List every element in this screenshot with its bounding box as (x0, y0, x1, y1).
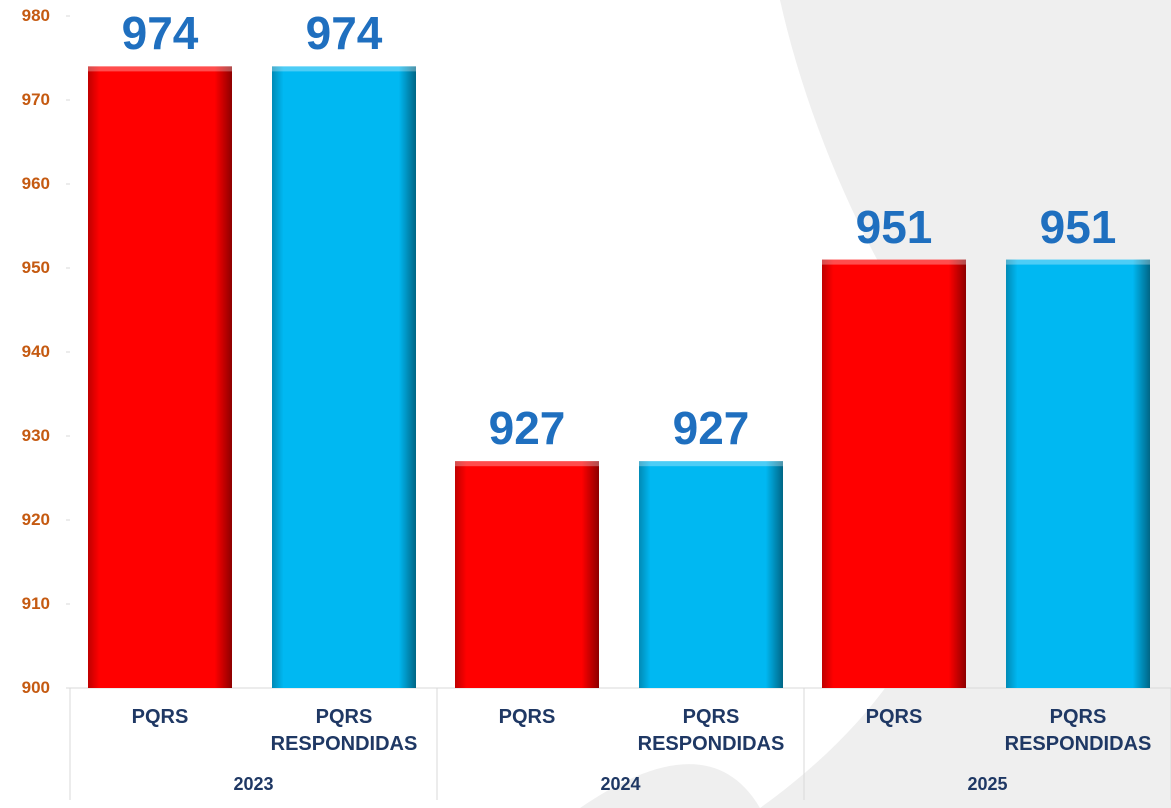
value-label: 927 (488, 402, 566, 455)
background-shape (580, 764, 760, 808)
y-tick-label: 970 (21, 90, 50, 109)
bar-highlight (455, 461, 599, 467)
bar-shade (1006, 259, 1150, 688)
value-label: 974 (121, 7, 199, 60)
bar-highlight (1006, 259, 1150, 265)
x-tick-label: PQRS (498, 706, 556, 728)
value-label: 951 (1039, 200, 1117, 253)
bar-highlight (88, 66, 232, 72)
y-tick-label: 900 (21, 678, 50, 697)
bar-shade (88, 66, 232, 688)
value-label: 927 (672, 402, 750, 455)
y-tick-label: 920 (21, 510, 50, 529)
bar-highlight (272, 66, 416, 72)
y-tick-label: 980 (21, 6, 50, 25)
y-tick-label: 960 (21, 174, 50, 193)
y-tick-label: 940 (21, 342, 50, 361)
x-tick-label: PQRS RESPONDIDAS (1004, 706, 1152, 755)
value-label: 974 (305, 7, 383, 60)
x-group-label: 2023 (233, 774, 274, 794)
y-tick-label: 930 (21, 426, 50, 445)
y-tick-label: 950 (21, 258, 50, 277)
bar-highlight (822, 259, 966, 265)
x-group-label: 2024 (600, 774, 641, 794)
bar-shade (272, 66, 416, 688)
x-tick-label: PQRS (131, 706, 189, 728)
bar-shade (639, 461, 783, 688)
y-tick-label: 910 (21, 594, 50, 613)
x-group-label: 2025 (967, 774, 1008, 794)
x-tick-label: PQRS RESPONDIDAS (270, 706, 418, 755)
bar-shade (455, 461, 599, 688)
bar-shade (822, 259, 966, 688)
x-tick-label: PQRS (865, 706, 923, 728)
bar-highlight (639, 461, 783, 467)
x-tick-label: PQRS RESPONDIDAS (637, 706, 785, 755)
value-label: 951 (855, 200, 933, 253)
